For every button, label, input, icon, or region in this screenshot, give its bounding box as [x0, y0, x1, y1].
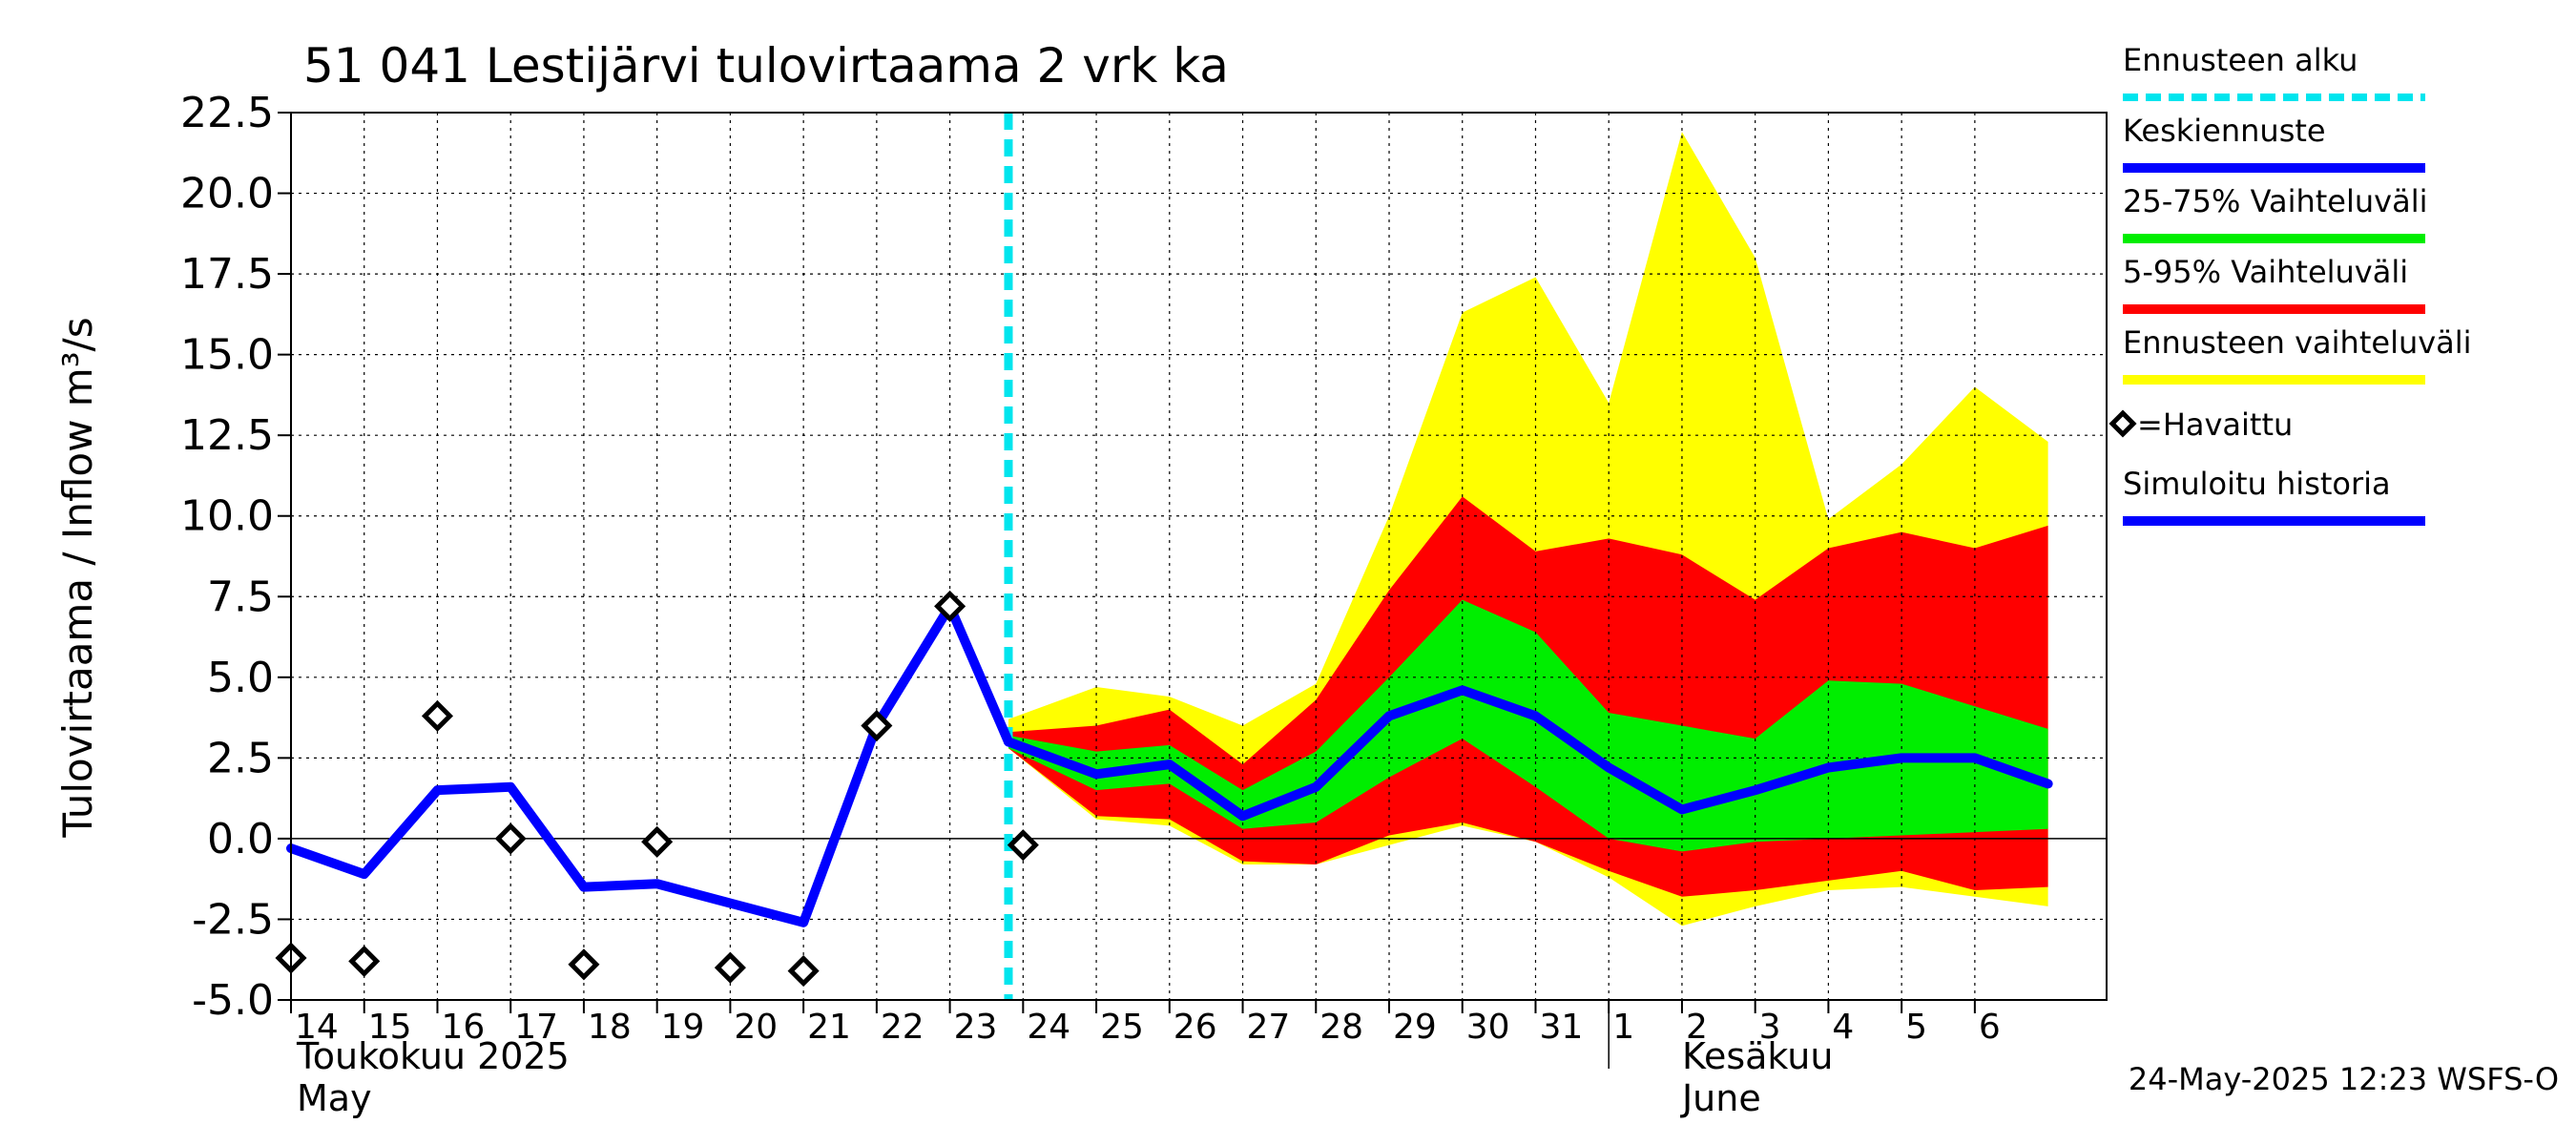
grid-lines	[291, 112, 2107, 1001]
observed-point	[568, 948, 600, 981]
month-label: Kesäkuu	[1682, 1035, 1834, 1077]
y-axis-label: Tulovirtaama / Inflow m³/s	[54, 317, 101, 838]
observed-markers	[275, 590, 1039, 988]
legend-label: Keskiennuste	[2123, 113, 2326, 149]
y-tick-label: 20.0	[180, 170, 274, 219]
month-label-en: May	[297, 1077, 372, 1119]
x-tick-label: 30	[1466, 1008, 1510, 1047]
observed-point	[421, 699, 454, 732]
observed-point	[787, 955, 820, 988]
y-tick-label: 2.5	[207, 734, 274, 782]
y-tick-label: -2.5	[192, 895, 274, 944]
x-tick-label: 1	[1612, 1008, 1634, 1047]
x-tick-label: 18	[588, 1008, 632, 1047]
x-tick-label: 4	[1832, 1008, 1854, 1047]
axes: 22.5 20.0 17.5 15.0 12.5 10.0 7.5 5.0 2.5 0.0 -2.5…	[180, 89, 2108, 1119]
y-tick-label: 0.0	[207, 815, 274, 864]
legend: Ennusteen alku Keskiennuste 25-75% Vaihtel…	[2109, 42, 2472, 526]
y-tick-label: 7.5	[207, 572, 274, 621]
x-tick-label: 26	[1174, 1008, 1217, 1047]
y-tick-label: 12.5	[180, 411, 274, 460]
x-tick-label: 3	[1759, 1008, 1781, 1047]
legend-label: 25-75% Vaihteluväli	[2123, 183, 2427, 219]
x-tick-label: 22	[881, 1008, 924, 1047]
observed-point	[934, 590, 966, 622]
legend-label: Simuloitu historia	[2123, 466, 2391, 502]
x-tick-label: 14	[295, 1008, 339, 1047]
chart-title: 51 041 Lestijärvi tulovirtaama 2 vrk ka	[303, 38, 1229, 94]
y-tick-label: 10.0	[180, 492, 274, 541]
x-tick-label: 17	[514, 1008, 558, 1047]
x-tick-label: 5	[1905, 1008, 1927, 1047]
y-tick-label: 5.0	[207, 654, 274, 702]
series-lines	[286, 113, 2053, 1000]
y-tick-label: 22.5	[180, 89, 274, 137]
x-tick-label: 28	[1319, 1008, 1363, 1047]
x-tick-label: 16	[441, 1008, 485, 1047]
x-tick-label: 15	[368, 1008, 412, 1047]
x-tick-label: 6	[1979, 1008, 2001, 1047]
y-tick-label: 17.5	[180, 250, 274, 299]
series-simuloitu-historia	[286, 601, 1013, 927]
month-label-en: June	[1680, 1077, 1761, 1119]
plot-frame	[290, 112, 2108, 1001]
timestamp: 24-May-2025 12:23 WSFS-O	[2129, 1061, 2559, 1097]
x-tick-label: 20	[734, 1008, 778, 1047]
observed-point	[348, 945, 381, 977]
legend-marker-icon	[2109, 409, 2137, 438]
y-tick-label: -5.0	[192, 976, 274, 1025]
month-label: Toukokuu 2025	[296, 1035, 570, 1077]
x-tick-label: 29	[1393, 1008, 1437, 1047]
series-keskiennuste	[1003, 685, 2053, 822]
observed-point	[494, 822, 527, 855]
band-25-75-vaihteluv-li	[1008, 599, 2048, 852]
x-tick-label: 2	[1686, 1008, 1708, 1047]
observed-point	[641, 825, 674, 858]
legend-label: 5-95% Vaihteluväli	[2123, 254, 2408, 290]
x-tick-label: 19	[661, 1008, 705, 1047]
observed-point	[1007, 829, 1039, 862]
x-tick-label: 23	[954, 1008, 998, 1047]
x-tick-label: 25	[1100, 1008, 1144, 1047]
x-tick-label: 27	[1247, 1008, 1291, 1047]
y-tick-label: 15.0	[180, 331, 274, 380]
observed-point	[714, 951, 746, 984]
x-tick-label: 21	[807, 1008, 851, 1047]
x-tick-label: 31	[1539, 1008, 1583, 1047]
observed-point	[861, 710, 893, 742]
legend-label: Ennusteen vaihteluväli	[2123, 324, 2472, 361]
x-tick-label: 24	[1027, 1008, 1070, 1047]
legend-label: =Havaittu	[2137, 406, 2293, 443]
legend-label: Ennusteen alku	[2123, 42, 2358, 78]
